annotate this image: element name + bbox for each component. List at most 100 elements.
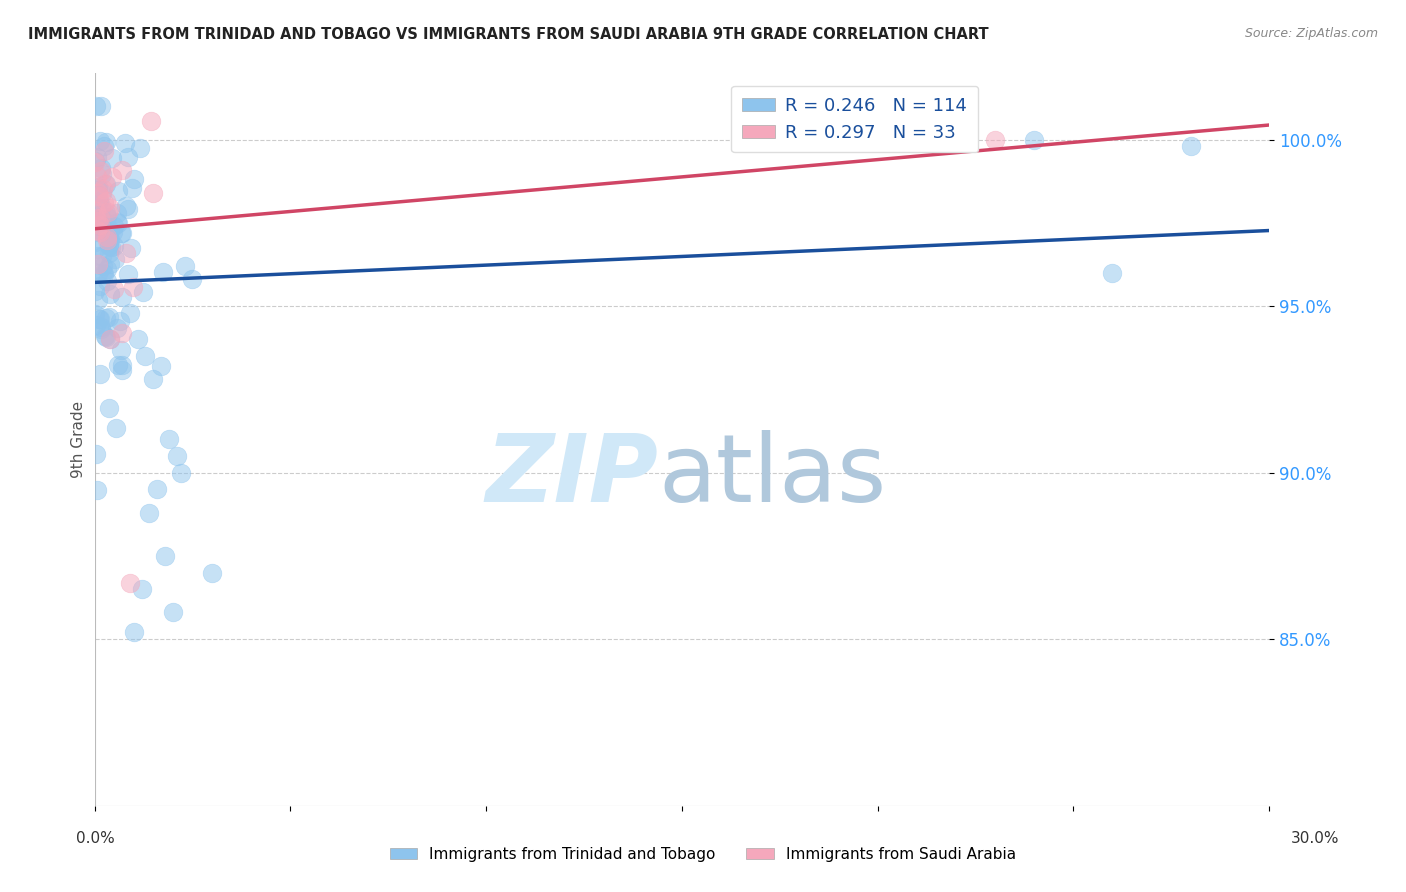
- Point: [97, 401, 120, 415]
- Point: [84, 225, 107, 239]
- Point: [201, 566, 224, 580]
- Point: [96, 211, 118, 225]
- Point: [114, 136, 136, 150]
- Point: [84, 99, 107, 113]
- Point: [98, 223, 121, 237]
- Point: [84, 211, 107, 226]
- Point: [170, 466, 193, 480]
- Y-axis label: 9th Grade: 9th Grade: [72, 401, 86, 478]
- Point: [105, 215, 128, 229]
- Point: [94, 177, 117, 191]
- Point: [110, 290, 132, 304]
- Point: [96, 274, 118, 288]
- Point: [84, 242, 107, 256]
- Point: [101, 152, 124, 166]
- Point: [96, 261, 118, 276]
- Point: [97, 310, 120, 324]
- Point: [89, 223, 111, 237]
- Text: 30.0%: 30.0%: [1291, 831, 1339, 846]
- Point: [98, 231, 121, 245]
- Point: [118, 306, 141, 320]
- Point: [115, 246, 138, 260]
- Point: [84, 155, 107, 169]
- Point: [142, 186, 165, 201]
- Point: [93, 259, 115, 273]
- Point: [111, 163, 134, 178]
- Point: [94, 310, 117, 325]
- Point: [162, 606, 184, 620]
- Point: [91, 213, 114, 227]
- Point: [96, 233, 118, 247]
- Point: [98, 232, 121, 246]
- Point: [87, 311, 110, 326]
- Point: [122, 625, 145, 640]
- Point: [98, 332, 121, 346]
- Point: [90, 167, 112, 181]
- Point: [139, 114, 162, 128]
- Point: [107, 358, 129, 372]
- Text: atlas: atlas: [658, 430, 887, 522]
- Point: [86, 150, 108, 164]
- Point: [122, 279, 145, 293]
- Point: [87, 214, 110, 228]
- Point: [134, 349, 156, 363]
- Point: [111, 226, 134, 240]
- Point: [1180, 139, 1202, 153]
- Point: [90, 322, 112, 336]
- Point: [89, 134, 111, 148]
- Point: [100, 170, 122, 185]
- Point: [90, 161, 112, 175]
- Point: [103, 282, 125, 296]
- Point: [86, 211, 108, 225]
- Point: [110, 226, 132, 240]
- Point: [142, 372, 165, 386]
- Legend: R = 0.246   N = 114, R = 0.297   N = 33: R = 0.246 N = 114, R = 0.297 N = 33: [731, 86, 979, 153]
- Point: [131, 285, 153, 300]
- Point: [146, 483, 169, 497]
- Point: [90, 319, 112, 334]
- Point: [96, 194, 118, 208]
- Point: [93, 139, 115, 153]
- Point: [87, 189, 110, 203]
- Point: [89, 368, 111, 382]
- Point: [98, 333, 121, 347]
- Point: [89, 311, 111, 326]
- Point: [138, 506, 160, 520]
- Text: IMMIGRANTS FROM TRINIDAD AND TOBAGO VS IMMIGRANTS FROM SAUDI ARABIA 9TH GRADE CO: IMMIGRANTS FROM TRINIDAD AND TOBAGO VS I…: [28, 27, 988, 42]
- Point: [105, 205, 128, 219]
- Point: [152, 265, 174, 279]
- Point: [1024, 132, 1046, 146]
- Point: [110, 343, 132, 357]
- Point: [103, 239, 125, 253]
- Point: [93, 195, 115, 210]
- Point: [98, 246, 121, 260]
- Point: [91, 213, 114, 227]
- Point: [89, 225, 111, 239]
- Point: [96, 230, 118, 244]
- Point: [86, 169, 108, 183]
- Point: [84, 285, 107, 299]
- Point: [90, 202, 112, 216]
- Point: [94, 178, 117, 192]
- Point: [181, 272, 204, 286]
- Point: [94, 328, 117, 343]
- Point: [121, 181, 143, 195]
- Point: [87, 293, 110, 308]
- Point: [150, 359, 173, 373]
- Point: [111, 358, 134, 372]
- Point: [98, 257, 121, 271]
- Point: [90, 198, 112, 212]
- Point: [89, 217, 111, 231]
- Point: [84, 307, 107, 321]
- Point: [96, 206, 118, 220]
- Point: [84, 318, 107, 332]
- Point: [89, 194, 111, 209]
- Point: [93, 266, 115, 280]
- Point: [103, 219, 125, 234]
- Point: [104, 252, 127, 267]
- Point: [84, 219, 107, 234]
- Point: [93, 267, 115, 281]
- Point: [120, 241, 142, 255]
- Point: [87, 186, 110, 201]
- Point: [84, 203, 107, 218]
